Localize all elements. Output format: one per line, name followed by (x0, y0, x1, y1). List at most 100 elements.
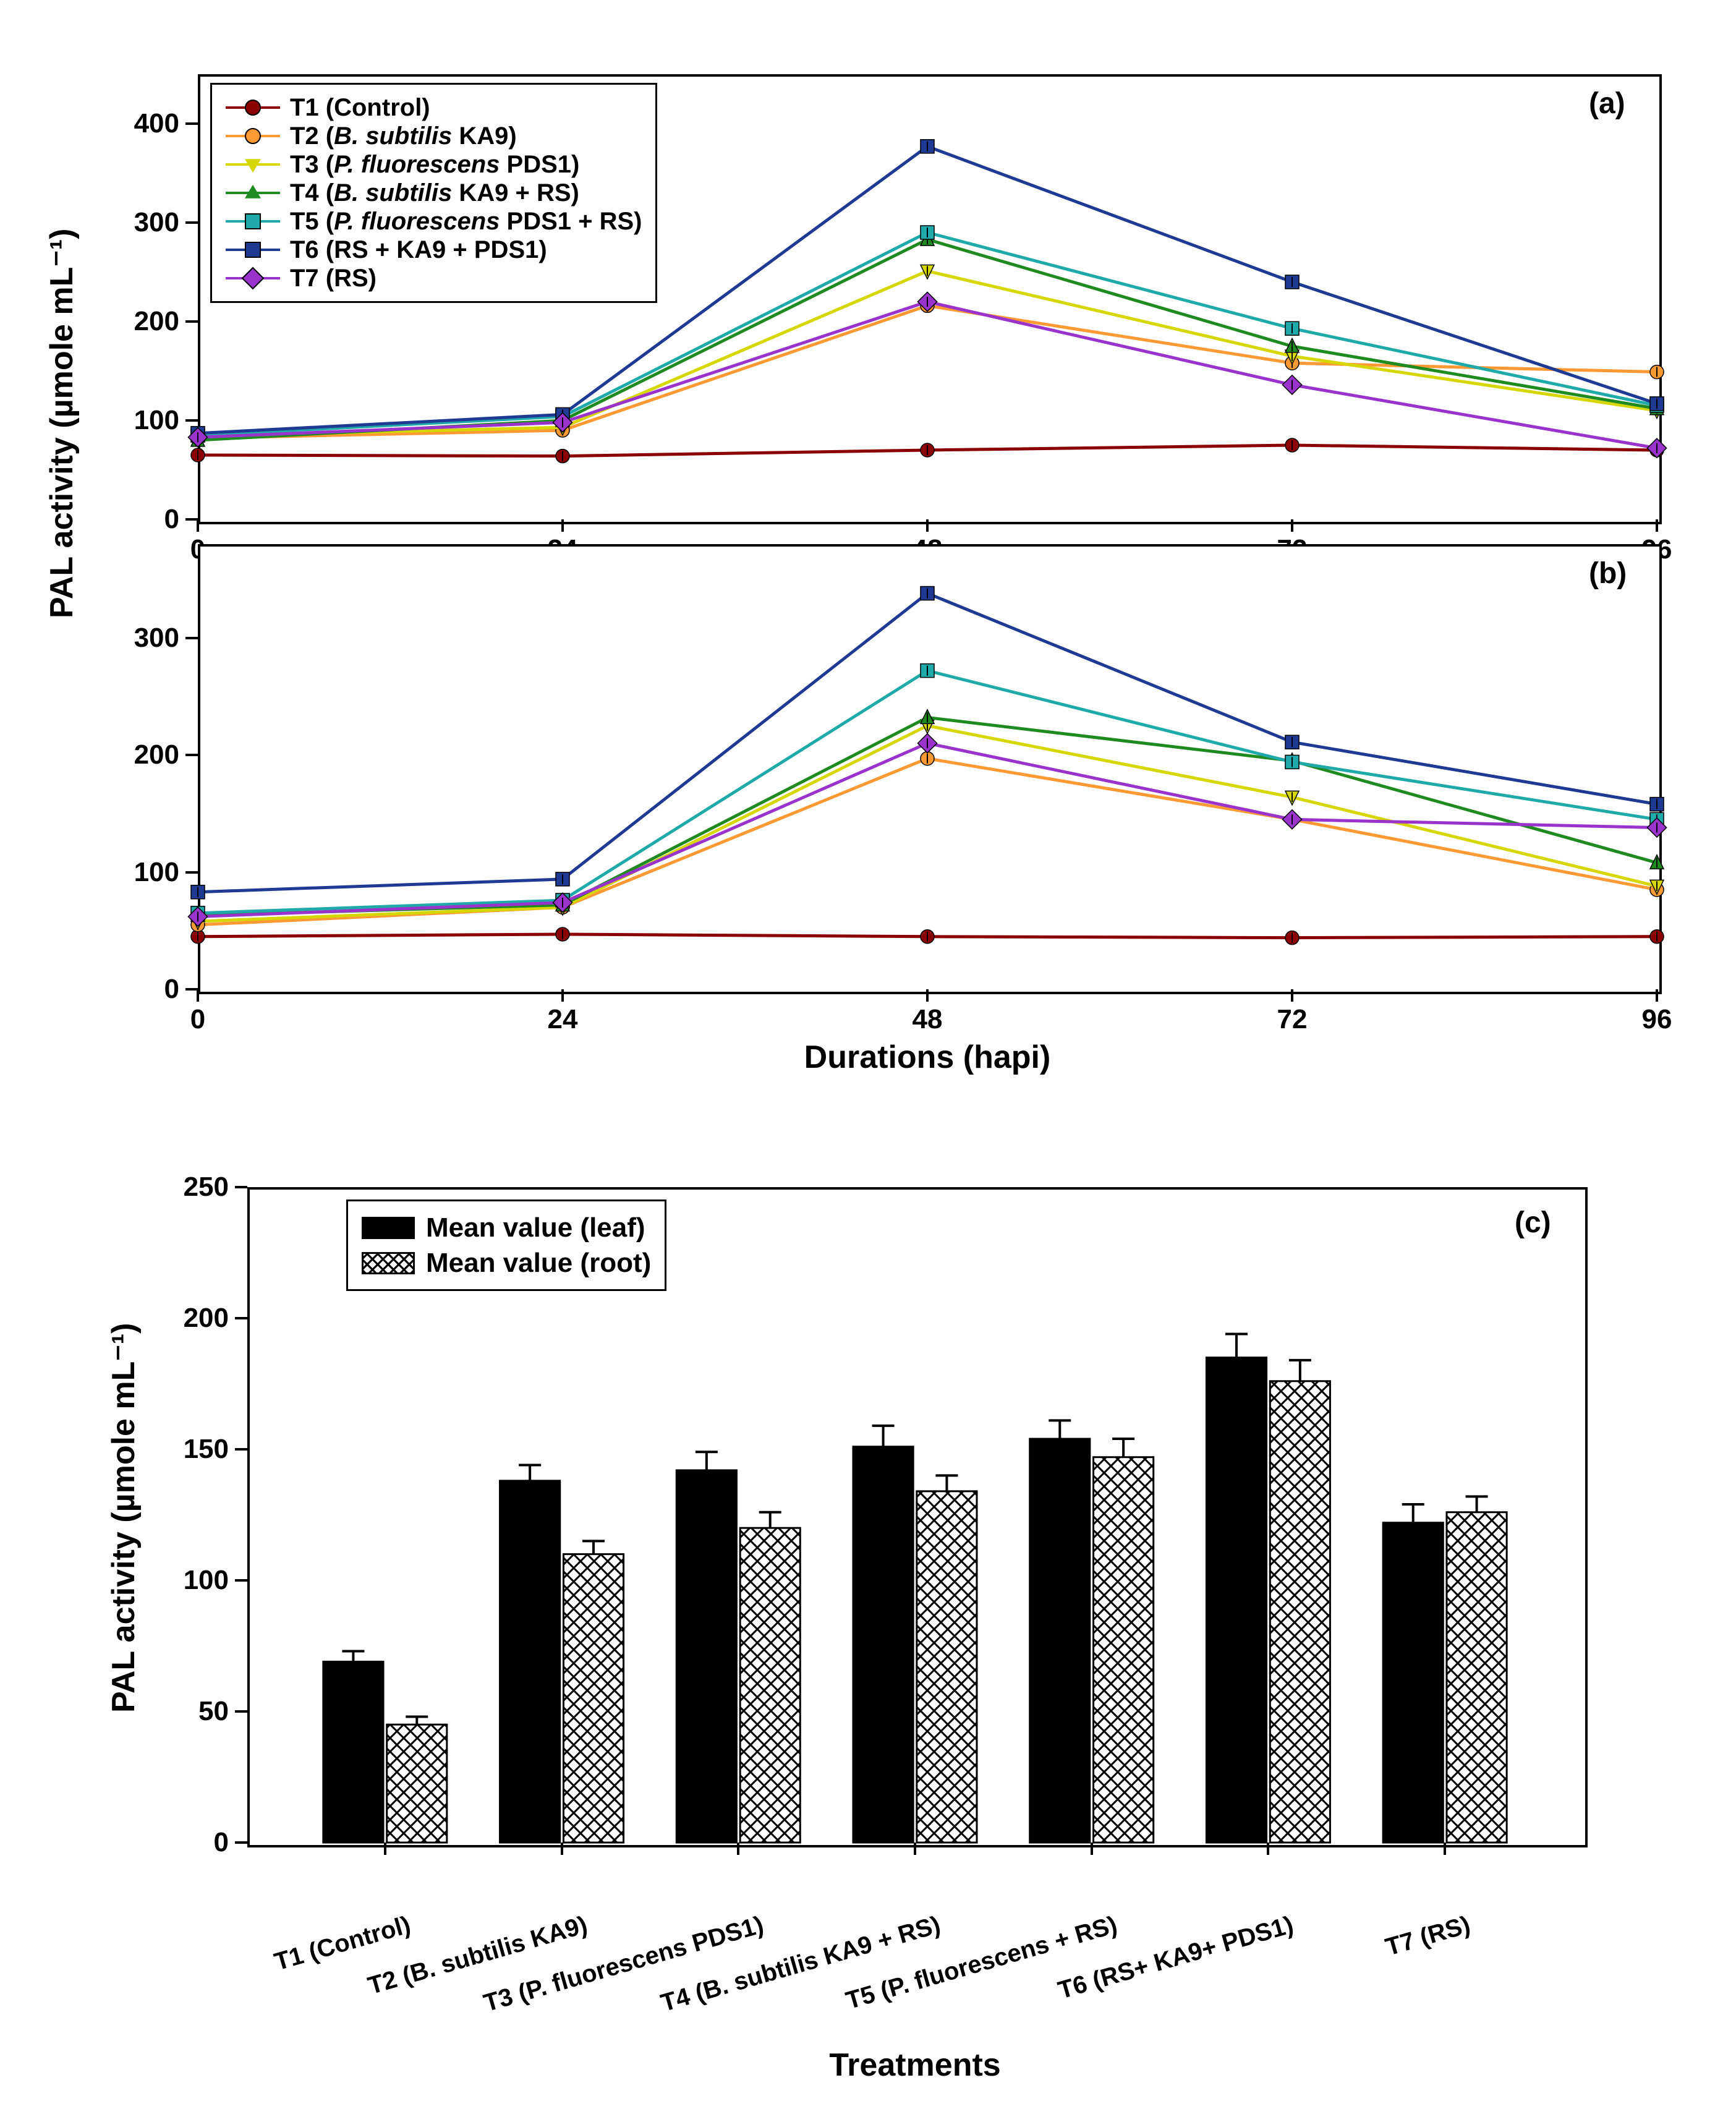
y-tick (235, 1317, 247, 1319)
bar (740, 1528, 800, 1843)
y-tick (185, 518, 198, 521)
y-tick-label: 250 (161, 1172, 229, 1203)
y-tick (185, 320, 198, 323)
bar (387, 1724, 447, 1843)
x-tick (1091, 1843, 1093, 1855)
x-tick-label: 0 (190, 1004, 205, 1035)
legend-label: T6 (RS + KA9 + PDS1) (290, 236, 547, 264)
bar (1030, 1439, 1090, 1843)
bar (676, 1470, 736, 1843)
y-tick-label: 300 (117, 623, 179, 654)
x-tick-label: 24 (548, 1004, 578, 1035)
y-tick-label: 0 (117, 974, 179, 1005)
bar (917, 1491, 977, 1843)
y-tick-label: 300 (117, 207, 179, 238)
bar (1383, 1523, 1443, 1843)
legend-item: T6 (RS + KA9 + PDS1) (226, 236, 642, 264)
x-tick (561, 519, 564, 532)
x-tick (1656, 519, 1658, 532)
x-tick (914, 1843, 916, 1855)
legend-item: T3 (P. fluorescens PDS1) (226, 150, 642, 179)
x-tick (384, 1843, 386, 1855)
legend-marker (226, 249, 280, 251)
panel_b-svg (198, 544, 1657, 989)
y-tick-label: 200 (161, 1303, 229, 1334)
bar (323, 1661, 383, 1843)
y-tick (185, 637, 198, 639)
y-tick (235, 1710, 247, 1713)
x-category-label: T1 (Control) (73, 1911, 414, 2034)
legend-marker (226, 220, 280, 223)
shared-y-axis-label: PAL activity (µmole mL⁻¹) (43, 229, 80, 618)
legend-label: T4 (B. subtilis KA9 + RS) (290, 179, 579, 207)
legend-item: T7 (RS) (226, 264, 642, 292)
x-category-label: T6 (RS+ KA9+ PDS1) (956, 1911, 1297, 2034)
y-tick-label: 200 (117, 739, 179, 770)
x-tick (197, 519, 199, 532)
x-tick (1656, 989, 1658, 1002)
legend-swatch (362, 1252, 415, 1274)
legend-marker-dot (245, 100, 261, 116)
legend-label: T5 (P. fluorescens PDS1 + RS) (290, 207, 642, 236)
x-tick (737, 1843, 739, 1855)
legend-marker-dot (245, 159, 261, 173)
legend-marker-dot (245, 213, 261, 229)
panel-c-legend: Mean value (leaf)Mean value (root) (346, 1199, 666, 1291)
panel_a-legend: T1 (Control)T2 (B. subtilis KA9)T3 (P. f… (210, 83, 657, 303)
legend-label: T2 (B. subtilis KA9) (290, 122, 517, 150)
figure-page: PAL activity (µmole mL⁻¹) (a)01002003004… (0, 0, 1736, 2122)
x-category-label: T3 (P. fluorescens PDS1) (427, 1911, 767, 2034)
y-tick-label: 0 (117, 504, 179, 535)
y-tick-label: 200 (117, 306, 179, 337)
y-tick (185, 122, 198, 125)
y-tick-label: 100 (117, 857, 179, 888)
legend-item: T1 (Control) (226, 93, 642, 122)
y-tick-label: 0 (161, 1827, 229, 1858)
series-line-T7 (198, 743, 1657, 916)
legend-label: T1 (Control) (290, 93, 430, 122)
x-tick (561, 1843, 563, 1855)
x-tick-label: 96 (1642, 1004, 1672, 1035)
panel-c-x-axis-label: Treatments (829, 2047, 1000, 2084)
legend-marker (226, 135, 280, 137)
legend-label: Mean value (leaf) (426, 1210, 645, 1245)
series-line-T5 (198, 671, 1657, 913)
legend-item: Mean value (root) (362, 1245, 651, 1280)
legend-item: T2 (B. subtilis KA9) (226, 122, 642, 150)
bar (1447, 1512, 1507, 1843)
legend-label: T7 (RS) (290, 264, 377, 292)
x-category-label: T4 (B. subtilis KA9 + RS) (603, 1911, 943, 2034)
legend-marker (226, 106, 280, 109)
series-line-T7 (198, 302, 1657, 448)
y-tick (185, 871, 198, 874)
legend-item: T5 (P. fluorescens PDS1 + RS) (226, 207, 642, 236)
legend-item: T4 (B. subtilis KA9 + RS) (226, 179, 642, 207)
y-tick-label: 100 (161, 1565, 229, 1596)
x-tick (1444, 1843, 1446, 1855)
y-tick-label: 150 (161, 1434, 229, 1465)
legend-marker-dot (245, 242, 261, 258)
bar (500, 1481, 560, 1843)
legend-item: Mean value (leaf) (362, 1210, 651, 1245)
x-tick (926, 519, 929, 532)
x-tick (1291, 519, 1293, 532)
bar (1206, 1358, 1266, 1843)
bar (1270, 1381, 1330, 1843)
x-tick (926, 989, 929, 1002)
y-tick (185, 221, 198, 224)
legend-swatch (362, 1217, 415, 1239)
bar (853, 1447, 913, 1843)
y-tick (235, 1186, 247, 1188)
x-tick (561, 989, 564, 1002)
y-tick-label: 50 (161, 1696, 229, 1727)
y-tick-label: 400 (117, 108, 179, 139)
y-tick-label: 100 (117, 405, 179, 436)
y-tick (235, 1579, 247, 1582)
x-tick-label: 48 (913, 1004, 943, 1035)
figure-wrap: PAL activity (µmole mL⁻¹) (a)01002003004… (37, 37, 1662, 2085)
legend-marker (226, 163, 280, 166)
x-category-label: T7 (RS) (1133, 1911, 1474, 2034)
legend-marker-dot (242, 267, 265, 290)
y-tick (185, 754, 198, 756)
y-tick (185, 988, 198, 991)
